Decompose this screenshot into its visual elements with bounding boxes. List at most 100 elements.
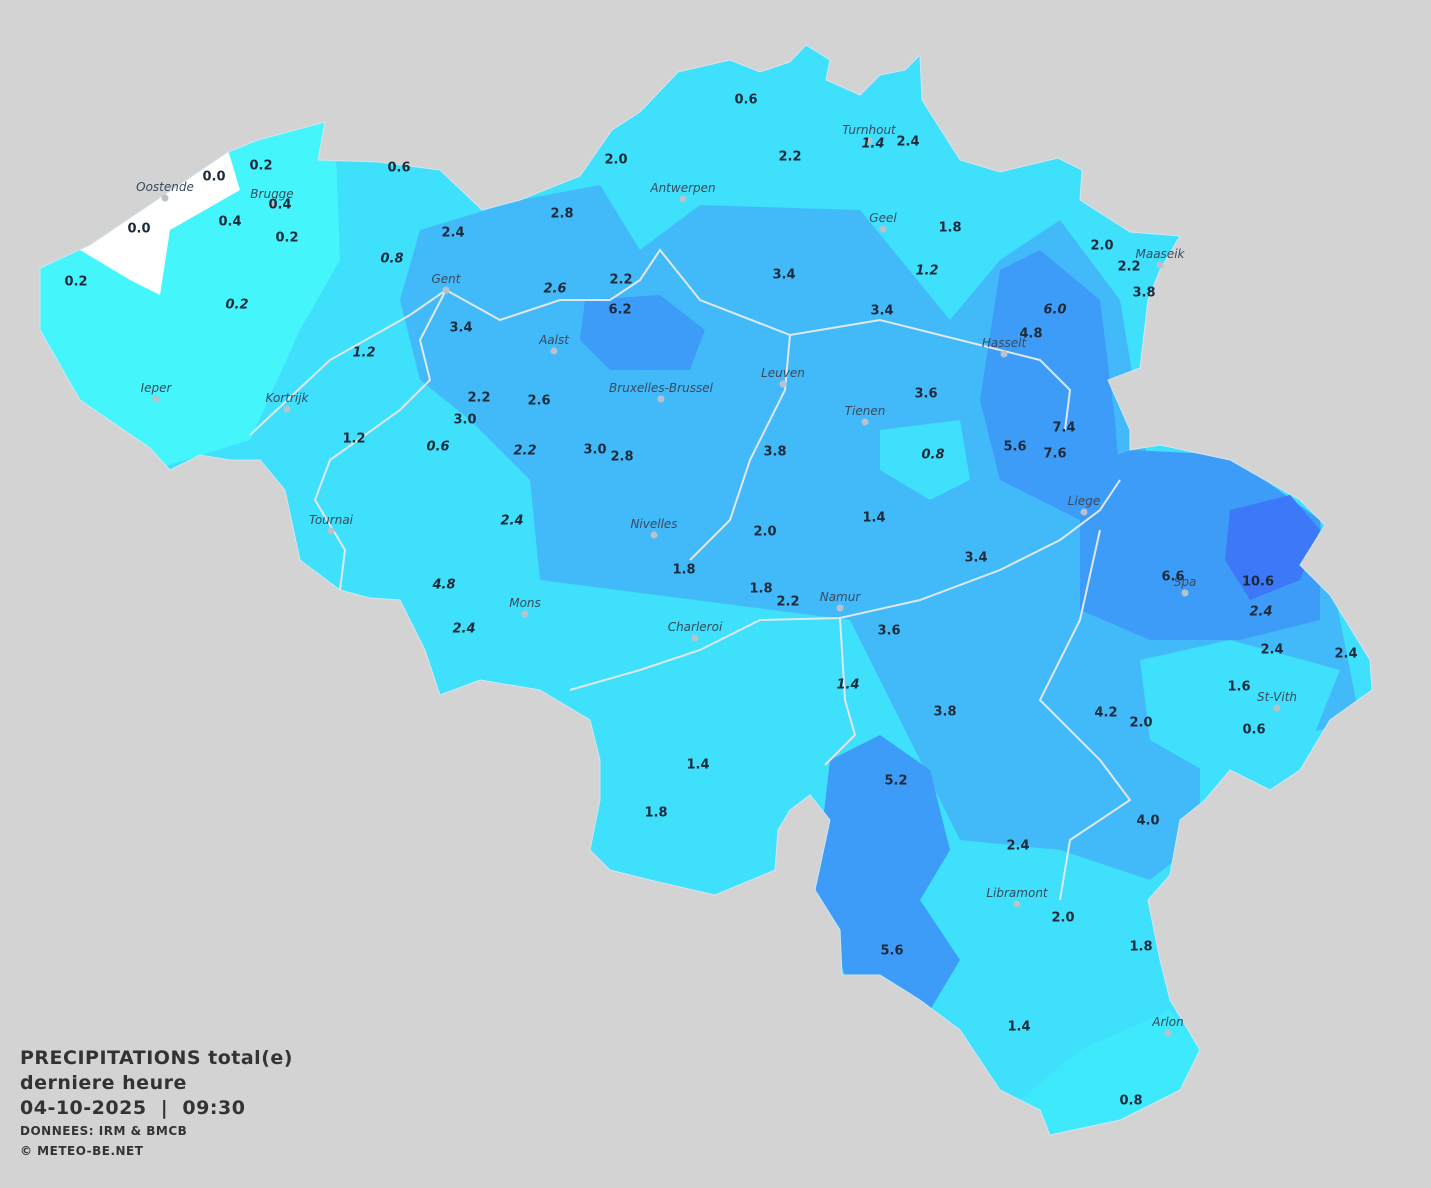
city-label: Turnhout [842,123,897,137]
value-label: 2.2 [776,595,799,610]
value-label: 2.4 [500,514,523,529]
value-label: 0.4 [218,215,241,230]
city-label: Kortrijk [266,391,310,405]
value-label: 5.6 [1003,440,1026,455]
value-label: 7.4 [1052,421,1075,436]
legend-title: PRECIPITATIONS total(e) [20,1047,293,1069]
value-label: 7.6 [1043,447,1066,462]
zone-low-stvith [1140,640,1340,780]
value-label: 2.6 [543,282,566,297]
river-meuse-south [824,617,857,766]
city-dot [691,634,699,642]
city-dot [836,604,844,612]
value-label: 6.6 [1161,570,1184,585]
value-label: 0.2 [275,231,298,246]
city-label: Liege [1068,494,1100,508]
city-label: Ieper [141,381,173,395]
zone-low-west [330,420,470,500]
value-label: 1.4 [861,137,884,152]
value-label: 10.6 [1242,575,1274,590]
city-label: Charleroi [668,620,723,634]
value-label: 3.8 [933,705,956,720]
river-meuse-sambre [569,479,1121,691]
value-label: 3.0 [453,413,476,428]
value-label: 0.8 [921,448,944,463]
value-label: 2.0 [1129,716,1152,731]
city-label: St-Vith [1257,690,1297,704]
city-label: Gent [432,272,462,286]
river-north [249,248,1072,436]
city-label: Spa [1174,575,1197,589]
value-label: 0.4 [268,198,291,213]
city-label: Mons [509,596,541,610]
city-dot [779,380,787,388]
value-label: 3.4 [870,304,893,319]
value-label: 3.8 [763,445,786,460]
value-label: 0.6 [734,93,757,108]
city-dot [861,418,869,426]
city-label: Aalst [538,333,570,347]
river-dyle [689,334,791,561]
value-label: 1.8 [644,806,667,821]
city-dot [650,531,658,539]
value-label: 1.2 [915,264,938,279]
value-label: 3.0 [583,443,606,458]
city-dot [1164,1029,1172,1037]
city-dot [152,395,160,403]
value-label: 1.8 [672,563,695,578]
city-dot [865,137,873,145]
value-label: 2.2 [1117,260,1140,275]
city-dot [161,194,169,202]
city-label: Nivelles [630,517,677,531]
value-label: 0.8 [380,252,403,267]
value-label: 0.8 [1119,1094,1142,1109]
zone-high-aalst [580,295,705,370]
value-label: 2.6 [527,394,550,409]
rivers [249,248,1132,901]
legend-source: DONNEES: IRM & BMCB [20,1124,188,1138]
city-label: Libramont [986,886,1049,900]
value-label: 5.2 [884,774,907,789]
value-label: 6.2 [608,303,631,318]
legend: PRECIPITATIONS total(e) derniere heure 0… [20,1046,293,1161]
value-label: 0.2 [249,159,272,174]
value-label: 1.8 [749,582,772,597]
value-label: 1.6 [1227,680,1250,695]
value-label: 2.2 [778,150,801,165]
city-label: Tournai [309,513,354,527]
city-dot [442,286,450,294]
value-label: 2.2 [609,273,632,288]
value-label: 0.6 [426,440,449,455]
value-label: 0.6 [387,161,410,176]
river-scheldt [313,289,447,591]
legend-datetime: 04-10-2025 | 09:30 [20,1097,246,1119]
legend-subtitle: derniere heure [20,1072,187,1094]
value-label: 3.8 [1132,286,1155,301]
cities: Oostende Brugge Gent Ieper Kortrijk Tournai An… [136,123,1297,1037]
value-label: 1.4 [862,511,885,526]
city-dot [1000,350,1008,358]
value-label: 2.0 [1051,911,1074,926]
city-label: Leuven [761,366,805,380]
value-label: 0.0 [127,222,150,237]
city-label: Geel [869,211,897,225]
value-label: 1.2 [352,346,375,361]
river-ourthe [1038,529,1132,901]
zone-high-hasselt [980,250,1120,520]
value-label: 2.4 [1260,643,1283,658]
city-dot [1080,508,1088,516]
value-label: 0.6 [1242,723,1265,738]
value-label: 2.0 [1090,239,1113,254]
value-label: 4.2 [1094,706,1117,721]
city-label: Arlon [1151,1015,1183,1029]
value-label: 2.8 [550,207,573,222]
city-dot [879,225,887,233]
city-dot [1273,704,1281,712]
value-label: 4.8 [1019,327,1042,342]
value-label: 1.2 [342,432,365,447]
city-label: Hasselt [982,336,1028,350]
city-label: Tienen [845,404,886,418]
value-label: 2.8 [610,450,633,465]
